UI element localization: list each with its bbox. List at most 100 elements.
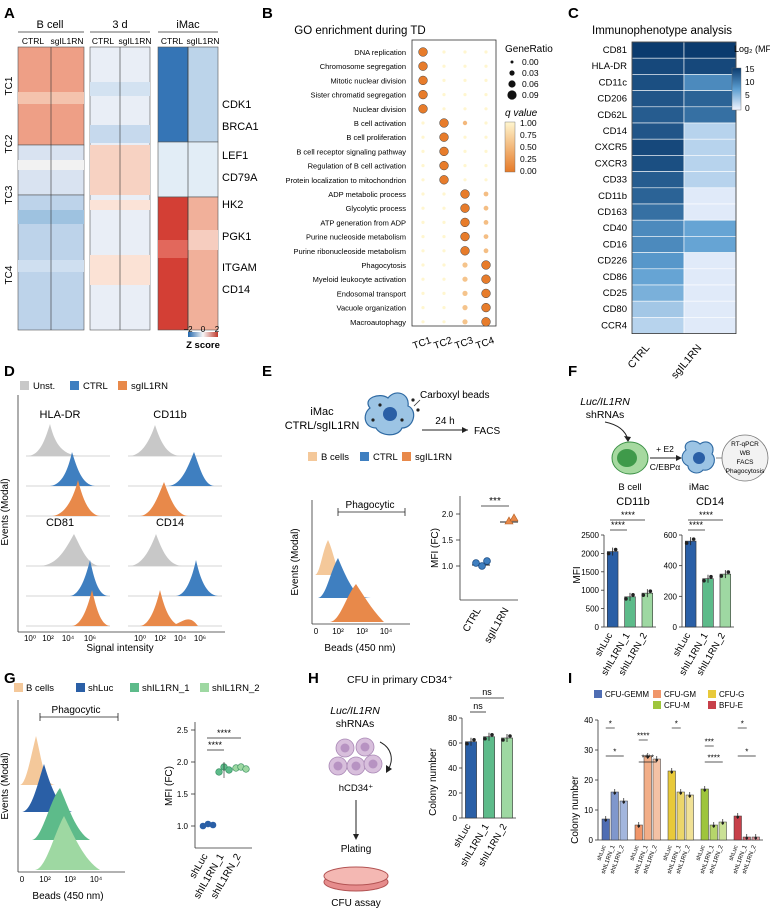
heatmap-cell (683, 122, 737, 140)
go-dot (439, 160, 449, 171)
histogram-sgil1rn (140, 590, 198, 626)
panel-g: G B cells shLuc shIL1RN_1 shIL1RN_2 Phag… (0, 670, 260, 902)
axis-label-x: Signal intensity (86, 643, 153, 654)
go-term-label: B cell activation (354, 119, 406, 128)
legend-swatch (402, 452, 411, 461)
x-tick: 10² (42, 634, 54, 643)
data-point (472, 559, 480, 567)
go-term-label: ADP metabolic process (328, 190, 406, 199)
go-dot (463, 107, 467, 111)
treatment-label: C/EBPα (650, 462, 681, 472)
immuno-heatmap: CD81 HLA-DR CD11c CD206 CD62L CD14 CXCR5 CXCR3 C… (592, 41, 737, 335)
category-label: shLuc (597, 845, 608, 862)
marker-label: HLA-DR (592, 61, 628, 72)
histogram-cd11b (128, 425, 222, 517)
heatmap-cell (631, 317, 685, 334)
panel-c: C Immunophenotype analysis CD81 HLA-DR CD1… (568, 5, 770, 381)
legend-swatch (200, 683, 209, 692)
bar (652, 758, 661, 841)
heatmap-cell (683, 219, 737, 237)
legend-swatch (653, 690, 661, 698)
heatmap-cell (683, 57, 737, 75)
legend-swatch (70, 381, 79, 390)
marker-title: CD81 (46, 517, 74, 529)
immuno-title: Immunophenotype analysis (592, 25, 732, 37)
go-dot (463, 64, 467, 68)
significance-marker: *** (705, 738, 714, 747)
gene-label: CDK1 (222, 99, 251, 111)
qvalue-colorbar (504, 121, 516, 173)
go-dot (462, 319, 468, 325)
histogram-unstained (28, 424, 80, 456)
marker-label: CD33 (603, 175, 627, 186)
y-tick: 0 (453, 814, 458, 823)
marker-label: CD206 (597, 94, 627, 105)
go-term-label: Phagocytosis (361, 261, 406, 270)
marker-label: CD62L (597, 110, 627, 121)
go-column-label: TC1 (411, 335, 433, 352)
histogram-unstained (130, 425, 180, 456)
gene-label: CD14 (222, 284, 250, 296)
go-dot (463, 149, 467, 153)
go-dot (483, 220, 489, 225)
go-dot (462, 120, 468, 126)
y-tick: 1500 (581, 568, 599, 577)
go-column-label: TC4 (474, 335, 496, 352)
bar (676, 791, 685, 841)
immuno-column-label: CTRL (625, 342, 652, 371)
legend-swatch (76, 683, 85, 692)
go-dot (481, 302, 491, 313)
go-plot-frame (411, 39, 497, 327)
y-tick: 0 (595, 623, 600, 632)
heatmap-cell (683, 203, 737, 221)
data-point (199, 822, 207, 830)
data-point (703, 788, 707, 792)
qvalue-tick: 0.00 (520, 166, 537, 176)
go-dot (481, 317, 491, 327)
go-dot (421, 306, 425, 310)
go-dot (484, 121, 488, 125)
data-point (709, 574, 713, 579)
bar (601, 818, 610, 841)
go-dot (439, 132, 449, 142)
y-tick: 2000 (581, 549, 599, 558)
marker-label: CD81 (603, 45, 627, 56)
histogram-sgil1rn (52, 480, 100, 516)
heatmap-frame (631, 41, 737, 335)
histogram-shil1rn-1 (32, 788, 90, 840)
cluster-label: TC2 (4, 134, 15, 153)
bar (624, 596, 636, 628)
heatmap-cell (631, 171, 685, 189)
histogram-ctrl (318, 558, 374, 598)
marker-label: CXCR5 (595, 142, 627, 153)
go-dot (484, 64, 488, 68)
go-dot (463, 93, 467, 97)
cell-label: hCD34⁺ (339, 783, 374, 794)
go-dot (442, 192, 446, 196)
marker-label: CD40 (603, 223, 627, 234)
go-term-label: Nuclear division (353, 105, 406, 114)
x-tick: 10⁶ (84, 634, 96, 643)
go-dot (442, 320, 446, 324)
qvalue-legend-title: q value (505, 108, 538, 119)
go-dot (462, 276, 468, 282)
go-dot (421, 320, 425, 324)
go-dot (483, 248, 489, 254)
immuno-column-label: sgIL1RN (669, 342, 704, 381)
cluster-label: TC1 (4, 76, 15, 95)
x-tick: 10⁴ (62, 634, 75, 643)
cfu-title: CFU in primary CD34⁺ (347, 674, 453, 686)
histogram-unstained (40, 534, 100, 566)
histogram-shil1rn-2 (35, 816, 100, 870)
marker-label: CCR4 (601, 320, 627, 331)
panel-d: D Unst. CTRL sgIL1RN HLA-DR CD11b CD81 C… (0, 363, 225, 654)
heatmap-a (17, 46, 219, 331)
bar (667, 770, 676, 841)
go-dot (421, 220, 425, 224)
histogram-sgil1rn (72, 590, 110, 626)
panel-label-g: G (4, 670, 16, 687)
legend-swatch (308, 452, 317, 461)
bar (685, 794, 694, 841)
go-dot (442, 107, 446, 111)
marker-label: CD11b (598, 191, 627, 202)
